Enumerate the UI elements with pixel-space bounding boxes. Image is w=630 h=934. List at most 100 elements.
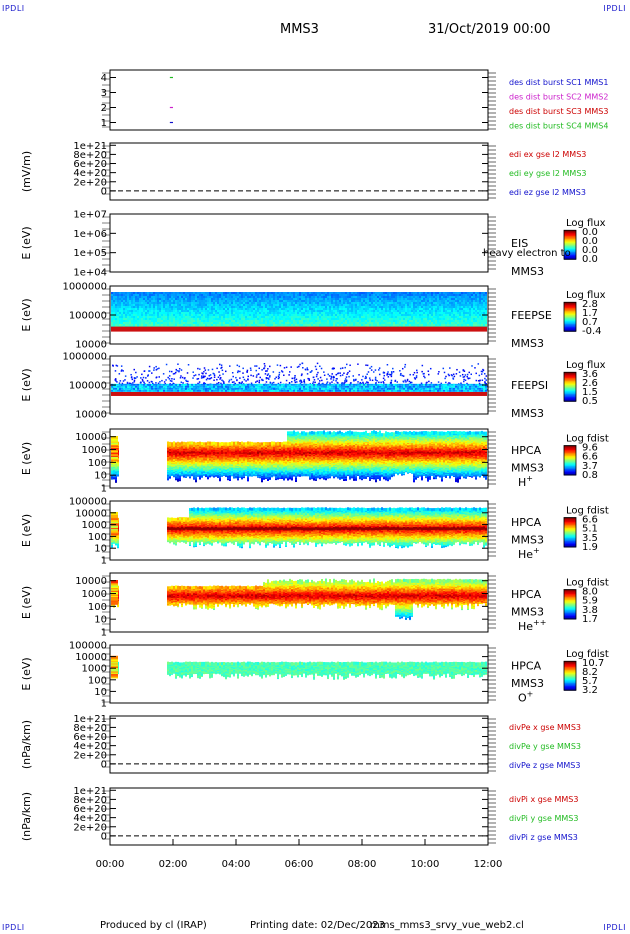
heatmap-cell (276, 377, 278, 379)
heatmap-cell (173, 390, 175, 392)
heatmap-cell (145, 377, 147, 379)
heatmap-cell (269, 292, 271, 294)
heatmap-cell (337, 306, 339, 308)
heatmap-cell (393, 324, 395, 326)
heatmap-cell (167, 298, 169, 300)
heatmap-cell (193, 386, 195, 388)
heatmap-cell (119, 388, 121, 390)
heatmap-cell (131, 312, 133, 314)
heatmap-cell (193, 298, 195, 300)
heatmap-cell (363, 296, 365, 298)
y-tick-label: 1e+05 (73, 248, 107, 259)
heatmap-cell (481, 298, 483, 300)
heatmap-cell (127, 318, 129, 320)
heatmap-cell (477, 324, 479, 326)
heatmap-cell (179, 386, 181, 388)
heatmap-cell (421, 298, 423, 300)
heatmap-cell (321, 292, 323, 294)
heatmap-cell (197, 388, 199, 390)
heatmap-cell (251, 384, 253, 386)
heatmap-cell (209, 298, 211, 300)
heatmap-cell (171, 380, 173, 382)
heatmap-cell (201, 322, 203, 324)
heatmap-cell (203, 316, 205, 318)
heatmap-cell (220, 377, 222, 379)
colorbar-tick-label: -0.4 (582, 326, 602, 337)
heatmap-cell (343, 310, 345, 312)
heatmap-cell (323, 318, 325, 320)
heatmap-cell (482, 369, 484, 371)
heatmap-cell (299, 300, 301, 302)
heatmap-cell (275, 320, 277, 322)
heatmap-cell (407, 324, 409, 326)
heatmap-cell (255, 316, 257, 318)
heatmap-cell (299, 380, 301, 382)
heatmap-cell (290, 366, 292, 368)
heatmap-cell (411, 294, 413, 296)
heatmap-cell (245, 292, 247, 294)
heatmap-cell (457, 304, 459, 306)
heatmap-cell (151, 310, 153, 312)
heatmap-cell (261, 312, 263, 314)
heatmap-cell (144, 370, 146, 372)
heatmap-cell (291, 306, 293, 308)
heatmap-cell (233, 296, 235, 298)
heatmap-cell (213, 384, 215, 386)
heatmap-cell (127, 294, 129, 296)
heatmap-cell (153, 300, 155, 302)
heatmap-cell (163, 388, 165, 390)
heatmap-cell (237, 386, 239, 388)
heatmap-cell (115, 294, 117, 296)
heatmap-cell (357, 308, 359, 310)
heatmap-cell (383, 378, 385, 380)
heatmap-cell (277, 300, 279, 302)
heatmap-cell (133, 306, 135, 308)
heatmap-cell (256, 376, 257, 378)
heatmap-cell (291, 324, 293, 326)
heatmap-cell (353, 379, 355, 381)
heatmap-cell (383, 292, 385, 294)
heatmap-cell (317, 310, 319, 312)
heatmap-cell (447, 300, 449, 302)
heatmap-cell (167, 308, 169, 310)
heatmap-cell (405, 300, 407, 302)
heatmap-cell (405, 364, 407, 366)
heatmap-cell (131, 384, 133, 386)
heatmap-cell (135, 310, 137, 312)
heatmap-cell (203, 306, 205, 308)
heatmap-cell (277, 294, 279, 296)
heatmap-cell (187, 296, 189, 298)
heatmap-cell (131, 304, 133, 306)
heatmap-cell (301, 294, 303, 296)
heatmap-cell (393, 306, 395, 308)
heatmap-cell (353, 296, 355, 298)
heatmap-cell (407, 310, 409, 312)
heatmap-cell (417, 312, 419, 314)
heatmap-cell (253, 386, 255, 388)
heatmap-cell (253, 384, 255, 386)
heatmap-cell (217, 296, 219, 298)
heatmap-cell (325, 308, 327, 310)
heatmap-cell (319, 304, 321, 306)
heatmap-cell (250, 368, 252, 370)
heatmap-cell (225, 390, 227, 392)
heatmap-cell (203, 294, 205, 296)
heatmap-cell (357, 316, 359, 318)
heatmap-cell (135, 318, 137, 320)
heatmap-cell (195, 384, 197, 386)
heatmap-cell (467, 374, 469, 376)
heatmap-cell (395, 298, 397, 300)
heatmap-cell (113, 306, 115, 308)
heatmap-cell (391, 294, 393, 296)
heatmap-cell (233, 388, 235, 390)
heatmap-cell (299, 306, 301, 308)
heatmap-cell (309, 298, 311, 300)
heatmap-cell (339, 294, 341, 296)
heatmap-cell (133, 308, 135, 310)
heatmap-cell (229, 302, 231, 304)
heatmap-cell (237, 310, 239, 312)
heatmap-cell (255, 318, 257, 320)
heatmap-cell (325, 318, 327, 320)
heatmap-cell (217, 304, 219, 306)
heatmap-cell (421, 383, 423, 385)
